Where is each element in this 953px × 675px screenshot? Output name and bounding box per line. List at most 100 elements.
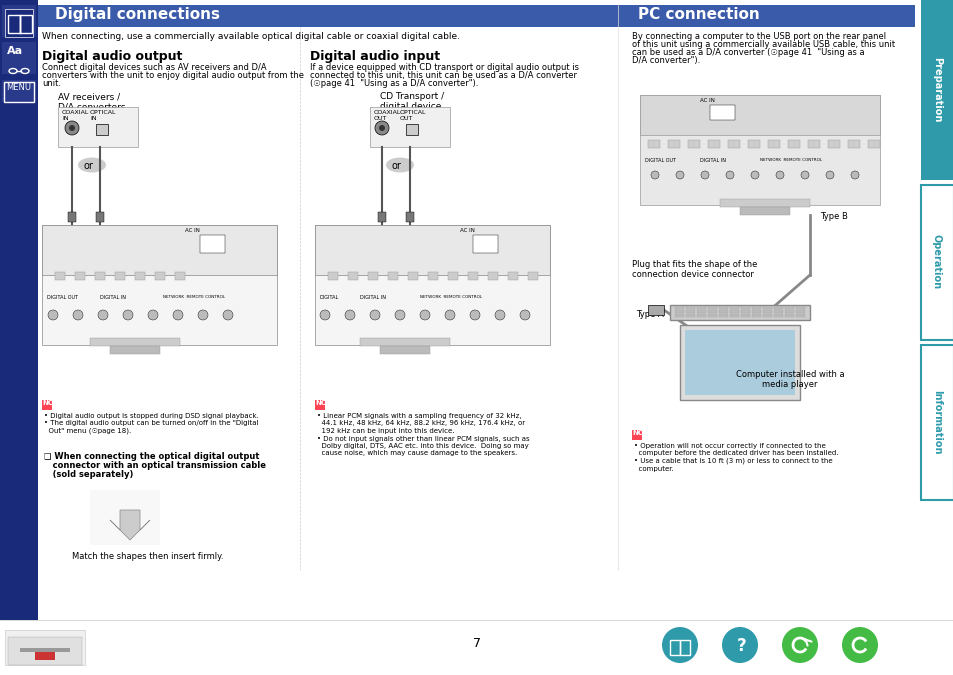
- Text: DIGITAL IN: DIGITAL IN: [700, 158, 725, 163]
- Bar: [314, 225, 550, 345]
- Bar: [406, 124, 417, 135]
- Bar: [75, 272, 85, 280]
- Bar: [719, 314, 727, 317]
- Circle shape: [375, 121, 389, 135]
- Bar: [359, 338, 450, 346]
- Text: D/A converter").: D/A converter").: [631, 56, 700, 65]
- Bar: [527, 272, 537, 280]
- Bar: [697, 306, 705, 309]
- Bar: [707, 140, 720, 148]
- Bar: [729, 314, 739, 317]
- Bar: [729, 306, 739, 309]
- Bar: [707, 314, 717, 317]
- Bar: [0, 0, 38, 675]
- Text: DIGITAL: DIGITAL: [319, 295, 339, 300]
- Circle shape: [319, 310, 330, 320]
- Bar: [767, 140, 780, 148]
- Text: can be used as a D/A converter (☉page 41  "Using as a: can be used as a D/A converter (☉page 41…: [631, 48, 863, 57]
- Text: ?: ?: [737, 637, 746, 655]
- Bar: [719, 310, 727, 313]
- Bar: [920, 345, 953, 500]
- Text: NOTE: NOTE: [314, 400, 336, 406]
- Bar: [377, 212, 386, 222]
- Text: NOTE: NOTE: [631, 430, 653, 436]
- Bar: [685, 306, 695, 309]
- Text: OPTICAL
IN: OPTICAL IN: [90, 110, 116, 121]
- Bar: [174, 272, 185, 280]
- Circle shape: [48, 310, 58, 320]
- Bar: [96, 212, 104, 222]
- Bar: [468, 272, 477, 280]
- Bar: [740, 306, 749, 309]
- Bar: [348, 272, 357, 280]
- Text: • Digital audio output is stopped during DSD signal playback.: • Digital audio output is stopped during…: [44, 413, 258, 419]
- Text: Type B: Type B: [820, 212, 847, 221]
- Bar: [709, 105, 734, 120]
- Bar: [647, 140, 659, 148]
- Circle shape: [419, 310, 430, 320]
- Text: NETWORK  REMOTE CONTROL: NETWORK REMOTE CONTROL: [163, 295, 225, 299]
- Text: or: or: [392, 161, 401, 171]
- Circle shape: [495, 310, 504, 320]
- Text: NETWORK  REMOTE CONTROL: NETWORK REMOTE CONTROL: [760, 158, 821, 162]
- Text: AC IN: AC IN: [459, 228, 475, 233]
- Ellipse shape: [78, 157, 106, 173]
- Text: COAXIAL
OUT: COAXIAL OUT: [374, 110, 401, 121]
- Circle shape: [98, 310, 108, 320]
- Bar: [96, 124, 108, 135]
- Bar: [38, 5, 627, 27]
- Bar: [647, 305, 663, 315]
- Bar: [8, 15, 20, 33]
- Circle shape: [676, 171, 683, 179]
- Circle shape: [378, 125, 385, 131]
- Bar: [627, 5, 914, 27]
- Text: If a device equipped with CD transport or digital audio output is: If a device equipped with CD transport o…: [310, 63, 578, 72]
- Bar: [707, 310, 717, 313]
- Bar: [685, 314, 695, 317]
- Ellipse shape: [386, 157, 414, 173]
- Circle shape: [650, 171, 659, 179]
- Circle shape: [172, 310, 183, 320]
- Bar: [507, 272, 517, 280]
- Polygon shape: [110, 510, 150, 540]
- Bar: [5, 630, 85, 665]
- Bar: [473, 235, 497, 253]
- Text: MENU: MENU: [6, 83, 30, 92]
- Text: AC IN: AC IN: [700, 98, 714, 103]
- Bar: [669, 640, 679, 655]
- Bar: [740, 207, 789, 215]
- Bar: [795, 306, 804, 309]
- Text: DIGITAL IN: DIGITAL IN: [359, 295, 386, 300]
- Bar: [95, 272, 105, 280]
- Bar: [406, 212, 414, 222]
- Bar: [762, 306, 771, 309]
- Text: 7: 7: [473, 637, 480, 650]
- Bar: [920, 0, 953, 180]
- Circle shape: [725, 171, 733, 179]
- Bar: [751, 306, 760, 309]
- Bar: [58, 107, 138, 147]
- Bar: [667, 140, 679, 148]
- Bar: [2, 80, 36, 102]
- Bar: [697, 314, 705, 317]
- Bar: [675, 310, 683, 313]
- Bar: [314, 400, 325, 410]
- Text: COAXIAL
IN: COAXIAL IN: [62, 110, 90, 121]
- Text: computer before the dedicated driver has been installed.: computer before the dedicated driver has…: [634, 450, 838, 456]
- Text: converters with the unit to enjoy digital audio output from the: converters with the unit to enjoy digita…: [42, 71, 304, 80]
- Text: (☉page 41  "Using as a D/A converter").: (☉page 41 "Using as a D/A converter").: [310, 79, 477, 88]
- Text: CD Transport /
digital device: CD Transport / digital device: [379, 92, 444, 111]
- Bar: [773, 306, 782, 309]
- Circle shape: [775, 171, 783, 179]
- Text: ❑ When connecting the optical digital output: ❑ When connecting the optical digital ou…: [44, 452, 259, 461]
- Bar: [448, 272, 457, 280]
- Bar: [8, 637, 82, 665]
- Bar: [679, 640, 689, 655]
- Text: PC connection: PC connection: [638, 7, 759, 22]
- Bar: [784, 314, 793, 317]
- Bar: [639, 95, 879, 135]
- Text: DIGITAL OUT: DIGITAL OUT: [47, 295, 78, 300]
- Bar: [679, 325, 800, 400]
- Circle shape: [223, 310, 233, 320]
- Circle shape: [825, 171, 833, 179]
